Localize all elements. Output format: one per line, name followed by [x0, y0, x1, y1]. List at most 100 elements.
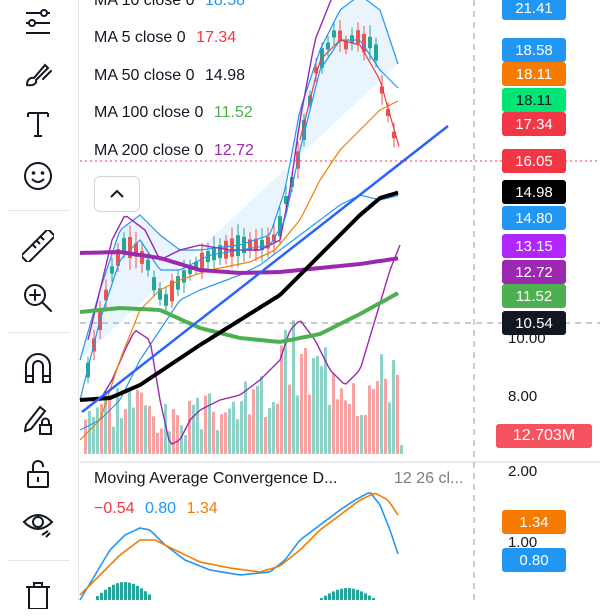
volume-bar [140, 392, 143, 454]
unlock-icon[interactable] [14, 452, 62, 496]
candle-body [230, 238, 234, 257]
price-label: 16.05 [502, 149, 566, 173]
candle-body [164, 294, 168, 306]
volume-bar [304, 348, 307, 454]
candle-body [248, 239, 252, 251]
candle-body [290, 176, 294, 188]
price-label: 18.58 [502, 38, 566, 62]
volume-bar [236, 419, 239, 454]
volume-bar [324, 347, 327, 454]
macd-histogram-bar [132, 583, 135, 600]
macd-histogram-bar [328, 593, 331, 600]
candle-body [266, 236, 270, 249]
volume-bar [244, 381, 247, 454]
volume-bar [356, 416, 359, 454]
candle-body [188, 265, 192, 275]
candle-body [116, 249, 120, 266]
ma100-line [79, 291, 399, 344]
volume-bar [84, 419, 87, 454]
macd-values: −0.54 0.80 1.34 [94, 500, 218, 518]
eye-icon[interactable] [14, 502, 62, 546]
macd-histogram-bar [348, 588, 351, 600]
macd-histogram-bar [120, 582, 123, 600]
volume-bar [360, 414, 363, 454]
price-label: 21.41 [502, 0, 566, 20]
text-icon[interactable] [14, 102, 62, 146]
bollinger-fill [80, 0, 398, 360]
toolbar-separator [8, 332, 70, 333]
candle-body [128, 236, 132, 259]
ma10-line [79, 39, 399, 401]
volume-bar [380, 354, 383, 454]
legend-collapse-button[interactable] [94, 176, 140, 212]
volume-bar [136, 389, 139, 454]
volume-bar [124, 408, 127, 454]
emoji-icon[interactable] [14, 154, 62, 198]
macd-histogram-bar [144, 591, 147, 600]
volume-label: 12.703M [496, 424, 592, 448]
volume-bar [112, 426, 115, 454]
macd-histogram-bar [368, 595, 371, 600]
legend-ma10[interactable]: MA 10 close 0 18.58 [94, 0, 245, 10]
macd-histogram-bar [372, 598, 375, 600]
volume-bar [372, 389, 375, 454]
macd-histogram-bar [148, 594, 151, 600]
volume-bar [224, 412, 227, 454]
macd-histogram-bar [340, 588, 343, 600]
volume-bar [212, 411, 215, 454]
macd-histogram-bar [108, 587, 111, 600]
trash-icon[interactable] [14, 572, 62, 616]
volume-bar [308, 394, 311, 454]
price-label: 10.54 [502, 311, 566, 335]
legend-ma100[interactable]: MA 100 close 0 11.52 [94, 104, 253, 122]
volume-bar [220, 414, 223, 454]
ma5-line [299, 39, 400, 147]
ma-orange-line [79, 100, 399, 441]
macd-title[interactable]: Moving Average Convergence D... [94, 470, 338, 487]
volume-bar [116, 388, 119, 454]
candle-body [374, 44, 378, 61]
candle-body [110, 266, 114, 274]
volume-bar [260, 376, 263, 454]
candle-body [350, 35, 354, 43]
chevron-up-icon [110, 189, 124, 198]
volume-bar [268, 408, 271, 454]
envelope-lower [88, 244, 401, 445]
price-label: 17.34 [502, 112, 566, 136]
candle-body [326, 42, 330, 50]
magnet-icon[interactable] [14, 346, 62, 390]
price-chart[interactable] [0, 0, 600, 600]
volume-bar [168, 431, 171, 454]
lock-pencil-icon[interactable] [14, 398, 62, 442]
volume-bar [328, 404, 331, 454]
macd-histogram-bar [100, 592, 103, 600]
volume-bar [164, 403, 167, 454]
macd-histogram-bar [360, 591, 363, 600]
candle-body [134, 243, 138, 257]
macd-macd-value: 0.80 [144, 500, 177, 517]
volume-bar [348, 404, 351, 454]
legend-ma50[interactable]: MA 50 close 0 14.98 [94, 67, 245, 85]
price-label: 11.52 [502, 284, 566, 308]
macd-histogram-bar [332, 591, 335, 600]
brush-icon[interactable] [14, 52, 62, 96]
candle-body [362, 33, 366, 53]
volume-bar [96, 407, 99, 454]
legend-ma100-name: MA 100 close 0 [94, 104, 204, 121]
volume-bar [92, 416, 95, 454]
legend-ma50-value: 14.98 [204, 67, 245, 84]
macd-histogram-bar [140, 588, 143, 600]
legend-ma5[interactable]: MA 5 close 0 17.34 [94, 29, 236, 47]
volume-bar [240, 401, 243, 454]
legend-ma200[interactable]: MA 200 close 0 12.72 [94, 142, 254, 160]
volume-bar [132, 407, 135, 454]
zoom-in-icon[interactable] [14, 276, 62, 320]
macd-axis-tick-2: 2.00 [508, 463, 538, 480]
trend-line[interactable] [81, 125, 449, 413]
trend-line-icon[interactable] [14, 0, 62, 44]
price-label: 12.72 [502, 260, 566, 284]
volume-bar [196, 397, 199, 454]
candle-body [368, 36, 372, 49]
macd-histogram-bar [336, 589, 339, 600]
ruler-icon[interactable] [14, 224, 62, 268]
